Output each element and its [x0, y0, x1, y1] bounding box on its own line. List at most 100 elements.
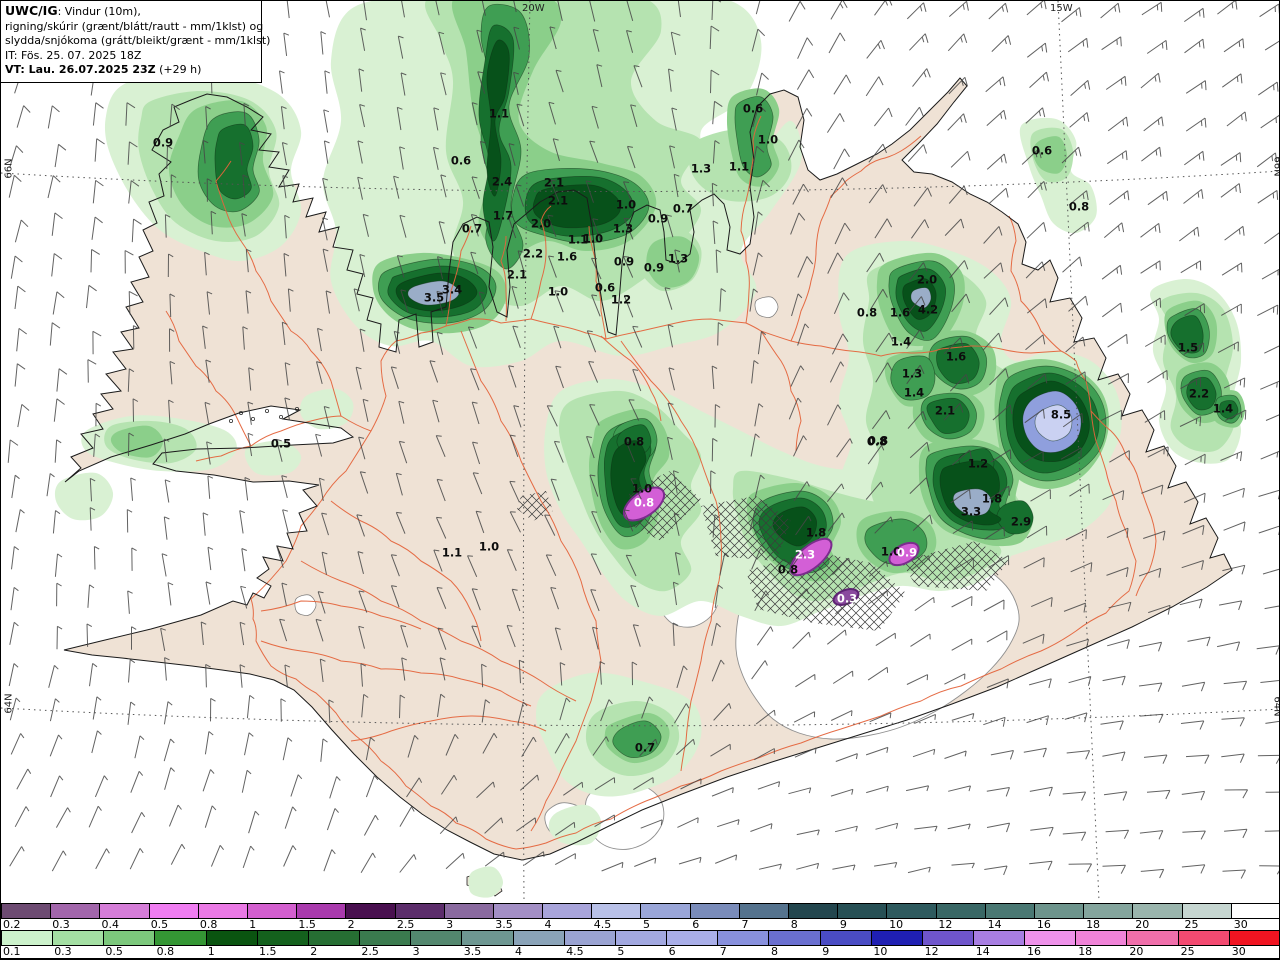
precip-value-label: 0.8: [867, 435, 887, 449]
wind-barb: [127, 590, 133, 614]
wind-barb: [796, 829, 820, 836]
colorbar-sleet-snow-labels: 0.2 0.3 0.4 0.5 0.8 1 1.5 2 2.5 3 3.5 4 4.5 5 6 7 8 9 10 12…: [1, 918, 1279, 931]
wind-barb: [664, 287, 673, 310]
wind-barb: [9, 621, 19, 645]
wind-barb: [555, 365, 564, 389]
wind-barb: [86, 284, 97, 309]
colorbar-cell: [359, 931, 411, 945]
wind-barb: [1141, 1, 1163, 16]
wind-barb: [399, 214, 407, 238]
wind-barb: [1103, 791, 1128, 801]
wind-barb: [50, 775, 64, 798]
wind-barb: [127, 701, 136, 725]
wind-barb: [511, 286, 519, 309]
wind-barb: [49, 734, 63, 757]
colorbar-tick-label: 8: [790, 918, 798, 931]
wind-barb: [1061, 146, 1082, 164]
colorbar-cell: [1177, 931, 1229, 945]
wind-barb: [246, 694, 255, 719]
wind-barb: [284, 362, 291, 386]
wind-barb: [1180, 376, 1201, 390]
wind-barb: [279, 70, 285, 94]
wind-barb: [129, 848, 144, 870]
wind-barb: [1026, 42, 1048, 58]
colorbar-tick-label: 7: [719, 945, 727, 958]
wind-barb: [590, 589, 600, 612]
wind-barb: [54, 143, 67, 168]
wind-barb: [280, 105, 287, 130]
wind-barb: [1029, 860, 1053, 871]
precip-value-label: 1.4: [1213, 402, 1233, 416]
wind-barb: [390, 585, 400, 608]
wind-barb: [163, 516, 170, 540]
wind-barb: [1147, 446, 1169, 458]
wind-barb: [792, 631, 811, 649]
wind-barb: [1225, 409, 1247, 421]
wind-barb: [282, 175, 289, 199]
wind-barb: [836, 438, 853, 458]
colorbar-tick-label: 5: [617, 945, 625, 958]
wind-barb: [797, 256, 814, 278]
colorbar-cell: [197, 904, 247, 918]
wind-barb: [130, 477, 136, 501]
precip-value-label: 1.0: [548, 285, 568, 299]
wind-barb: [1102, 675, 1126, 686]
colorbar-cell: [837, 904, 887, 918]
wind-barb: [1148, 604, 1171, 615]
colorbar-tick-label: 9: [822, 945, 830, 958]
wind-barb: [951, 293, 971, 313]
wind-barb: [874, 862, 898, 868]
wind-barb: [631, 661, 638, 686]
wind-barb: [16, 768, 32, 790]
wind-barb: [432, 399, 440, 423]
colorbar-cell: [788, 904, 838, 918]
wind-barb: [1026, 222, 1047, 239]
wind-barb: [833, 148, 850, 170]
wind-barb: [554, 853, 576, 866]
colorbar-cell: [307, 931, 360, 945]
wind-barb: [554, 290, 564, 313]
colorbar-cell: [256, 931, 308, 945]
wind-barb: [440, 174, 447, 198]
wind-barb: [906, 364, 925, 385]
wind-barb: [89, 477, 96, 502]
colorbar-tick-label: 30: [1233, 918, 1248, 931]
wind-barb: [905, 785, 930, 792]
wind-barb: [907, 410, 927, 429]
wind-barb: [1221, 303, 1242, 316]
wind-barb: [563, 781, 584, 796]
wind-barb: [357, 176, 364, 200]
wind-barb: [360, 663, 367, 687]
wind-barb: [947, 33, 968, 52]
colorbar-cell: [1132, 904, 1182, 918]
graticule-layer: [1, 1, 1279, 902]
wind-barb: [1258, 525, 1279, 536]
wind-barb: [757, 781, 781, 790]
colorbar-cell: [1228, 931, 1279, 945]
wind-barb: [242, 845, 255, 869]
wind-barb: [871, 410, 891, 430]
wind-barb: [829, 361, 845, 383]
wind-barb: [1185, 117, 1207, 132]
title-line-2: rigning/skúrir (grænt/blátt/rautt - mm/1…: [5, 19, 264, 33]
colorbar-tick-label: 3: [412, 945, 420, 958]
wind-barb: [667, 402, 675, 426]
wind-barb: [952, 520, 974, 534]
road-layer: [165, 115, 1157, 850]
wind-barb: [628, 399, 640, 421]
wind-barb: [988, 2, 1009, 20]
wind-barb: [909, 33, 929, 51]
wind-barb: [719, 288, 727, 312]
wind-barb: [357, 551, 364, 575]
wind-barb: [833, 292, 850, 314]
wind-barb: [557, 1, 563, 22]
wind-barb: [315, 433, 323, 457]
wind-barb: [54, 439, 62, 463]
wind-barb: [953, 557, 974, 571]
wind-barb: [1217, 341, 1239, 354]
precip-value-label: 1.8: [982, 492, 1002, 506]
precip-value-label: 1.0: [632, 482, 652, 496]
colorbar-tick-label: 6: [668, 945, 676, 958]
wind-barb: [596, 64, 603, 88]
wind-barb: [912, 68, 931, 87]
